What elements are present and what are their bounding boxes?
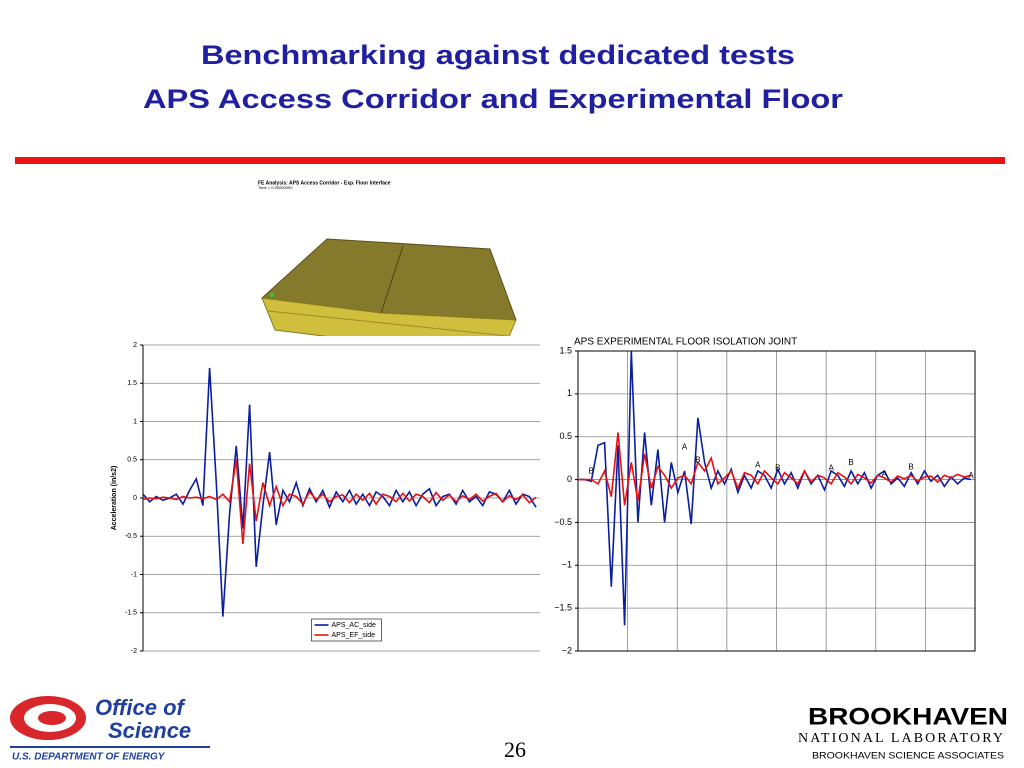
legend-label: APS_AC_side (332, 622, 376, 629)
y-tick-label: −1.5 (554, 603, 572, 613)
annotation: B (695, 456, 700, 465)
data-line (578, 432, 972, 506)
divider (15, 157, 1005, 164)
bnl-text: BROOKHAVEN SCIENCE ASSOCIATES (812, 751, 1004, 762)
annotation: B (775, 463, 780, 472)
y-tick-label: 1.5 (559, 345, 572, 355)
annotation: A (968, 471, 974, 480)
annotation: B (848, 458, 853, 467)
y-tick-label: -1.5 (125, 610, 137, 617)
y-tick-label: −0.5 (554, 517, 572, 527)
y-tick-label: 1 (567, 388, 572, 398)
y-tick-label: -2 (131, 648, 137, 655)
title: Benchmarking against dedicated tests (201, 40, 795, 70)
plot-frame (577, 350, 976, 652)
y-tick-label: −2 (562, 645, 572, 655)
legend-label: APS_EF_side (332, 632, 376, 639)
y-tick-label: 0.5 (559, 431, 572, 441)
model-caption: FE Analysis: APS Access Corridor - Exp. … (258, 180, 391, 186)
annotation: A (828, 463, 834, 472)
title: APS Access Corridor and Experimental Flo… (143, 84, 844, 114)
y-axis-label: Acceleration (in/s2) (111, 466, 118, 531)
y-tick-label: 0 (567, 474, 572, 484)
y-tick-label: 1.5 (127, 380, 137, 387)
legend-box (311, 618, 382, 642)
doe-text: Science (108, 718, 191, 743)
annotation: A (882, 469, 888, 478)
bnl-text: NATIONAL LABORATORY (798, 731, 1003, 746)
annotation: A (682, 443, 688, 452)
y-tick-label: 0.5 (127, 457, 137, 464)
chart-title: APS EXPERIMENTAL FLOOR ISOLATION JOINT (574, 337, 797, 348)
annotation: B (908, 462, 913, 471)
data-line (578, 350, 972, 626)
doe-text: Office of (95, 695, 187, 720)
model-time: Time = 0.00000000 (258, 185, 293, 190)
data-line (142, 367, 537, 617)
y-tick-label: 2 (133, 342, 137, 349)
annotation: B (589, 467, 594, 476)
y-tick-label: -0.5 (125, 533, 137, 540)
data-line (142, 459, 537, 544)
doe-logo (10, 696, 210, 748)
y-tick-label: 0 (133, 495, 137, 502)
page-number: 26 (504, 737, 526, 762)
doe-text: U.S. DEPARTMENT OF ENERGY (12, 752, 166, 763)
y-tick-label: −1 (562, 560, 572, 570)
y-tick-label: 1 (133, 418, 137, 425)
bnl-text: BROOKHAVEN (808, 703, 1008, 730)
annotation: A (755, 461, 761, 470)
y-tick-label: -1 (131, 571, 137, 578)
